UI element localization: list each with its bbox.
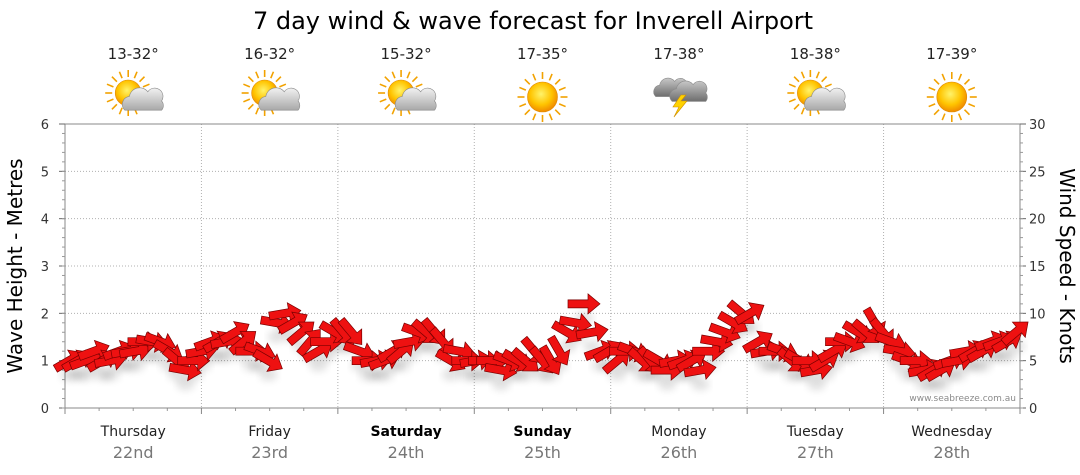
day-date-label: 28th [933,443,970,462]
wind-arrow [1000,321,1029,347]
day-temp-range: 13-32° [108,45,159,63]
wind-arrow-shadow [491,378,510,391]
day-date-label: 23rd [251,443,288,462]
day-name-label: Tuesday [786,424,844,440]
chart-title: 7 day wind & wave forecast for Inverell … [253,7,813,35]
wind-arrow-shadow [176,378,195,391]
day-date-label: 22nd [113,443,154,462]
day-temp-range: 18-38° [790,45,841,63]
sun-cloud-icon [105,70,164,116]
right-tick-label: 5 [1029,355,1037,370]
day-temp-range: 17-38° [653,45,704,63]
wind-arrow [168,360,202,382]
wind-arrow [551,320,582,344]
right-axis-label: Wind Speed - Knots [1055,168,1079,364]
day-date-label: 26th [661,443,698,462]
wind-arrow [700,331,734,353]
right-tick-label: 15 [1029,260,1046,275]
sun-icon [517,72,568,122]
wind-arrow [692,340,726,362]
wind-arrow [547,334,571,366]
wind-arrow-shadow [375,368,394,381]
day-temp-range: 17-39° [926,45,977,63]
day-temp-range: 17-35° [517,45,568,63]
left-tick-label: 3 [41,260,49,275]
day-name-label: Sunday [513,424,571,440]
left-tick-label: 0 [41,402,49,417]
right-y-axis: 0 5 10 15 20 25 30 [1020,118,1046,417]
left-tick-label: 2 [41,307,49,322]
wind-arrow-shadow [259,368,278,381]
left-y-axis: 0 1 2 3 4 5 6 [41,118,65,417]
right-tick-label: 10 [1029,307,1046,322]
day-name-label: Thursday [100,424,166,440]
wind-arrow-shadow [608,368,627,381]
wind-arrow-shadow [948,368,967,381]
wind-arrow-shadow [807,378,826,391]
wind-arrow-shadow [658,378,677,391]
wind-arrow-shadow [392,359,411,372]
day-temp-range: 16-32° [244,45,295,63]
wind-arrow [708,322,741,344]
day-date-label: 24th [388,443,425,462]
wind-series [52,293,1029,383]
left-axis-label: Wave Height - Metres [3,158,27,373]
x-axis-labels: Thursday 22nd Friday 23rd Saturday 24th Sunday… [100,424,993,462]
left-tick-label: 4 [41,213,49,228]
left-tick-label: 6 [41,118,49,133]
storm-icon [653,77,708,118]
wind-arrow-shadow [516,368,535,381]
wind-arrow-shadow [309,359,328,372]
sun-cloud-icon [241,70,301,116]
left-tick-label: 5 [41,165,49,180]
right-tick-label: 0 [1029,402,1037,417]
wind-arrow-shadow [998,349,1017,362]
day-headers: 13-32° 16-32° 15-32° 17-35° 17-38° 18-38° 17-3… [105,45,977,122]
wind-arrow [683,358,717,381]
left-tick-label: 1 [41,355,49,370]
day-name-label: Saturday [370,424,441,440]
wind-arrow-shadow [442,368,461,381]
wind-arrow [252,348,283,372]
sun-cloud-icon [787,70,846,116]
right-tick-label: 20 [1029,213,1046,228]
wind-arrow [567,293,601,315]
day-date-label: 25th [524,443,561,462]
wind-arrow [286,321,315,347]
watermark: www.seabreeze.com.au [909,394,1016,404]
wind-arrow [337,316,363,345]
wind-arrow [484,360,518,382]
wind-arrow [575,321,609,343]
right-tick-label: 30 [1029,118,1046,133]
day-name-label: Wednesday [911,424,992,440]
sun-icon [926,72,977,122]
right-tick-label: 25 [1029,165,1046,180]
wind-arrow-shadow [126,359,145,372]
wind-arrow-shadow [973,359,992,372]
wind-arrow-shadow [932,378,951,391]
wind-arrow-shadow [101,368,120,381]
day-date-label: 27th [797,443,834,462]
wind-arrow-shadow [691,378,710,391]
day-name-label: Monday [651,424,706,440]
wind-arrow [832,332,866,354]
sun-cloud-icon [378,70,437,116]
wind-arrow-shadow [840,349,859,362]
day-name-label: Friday [248,424,290,440]
day-temp-range: 15-32° [381,45,432,63]
wind-arrow [733,302,765,326]
